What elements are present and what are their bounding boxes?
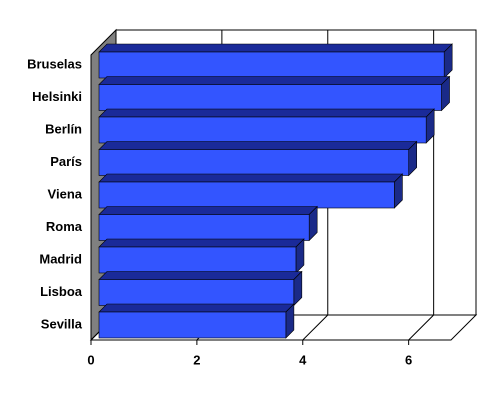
bar xyxy=(98,116,427,144)
y-tick-label: Helsinki xyxy=(32,89,82,104)
y-tick-label: Bruselas xyxy=(27,56,82,71)
y-tick-label: Sevilla xyxy=(41,316,83,331)
bar-top xyxy=(98,76,451,85)
bar-top xyxy=(98,173,404,183)
bar-top xyxy=(98,141,418,150)
bar-top xyxy=(98,238,305,248)
y-tick-label: Lisboa xyxy=(40,284,83,299)
x-tick-label: 4 xyxy=(299,352,307,367)
bar xyxy=(98,246,297,274)
x-tick-label: 0 xyxy=(87,352,94,367)
bar-top xyxy=(98,43,453,53)
y-tick-label: Madrid xyxy=(39,251,82,266)
y-tick-label: París xyxy=(50,154,82,169)
bar xyxy=(98,279,295,306)
x-tick-label: 6 xyxy=(405,352,412,367)
bar xyxy=(98,181,395,209)
bar-top xyxy=(98,206,318,215)
bar-top xyxy=(98,271,303,280)
y-tick-label: Viena xyxy=(48,186,83,201)
bar-top xyxy=(98,303,295,313)
y-tick-label: Berlín xyxy=(45,121,82,136)
bar xyxy=(98,84,442,111)
y-tick-label: Roma xyxy=(46,219,83,234)
bar xyxy=(98,149,410,176)
bar-top xyxy=(98,108,435,118)
bar xyxy=(98,214,310,241)
bar xyxy=(98,311,287,339)
bar xyxy=(98,51,445,79)
x-tick-label: 2 xyxy=(193,352,200,367)
